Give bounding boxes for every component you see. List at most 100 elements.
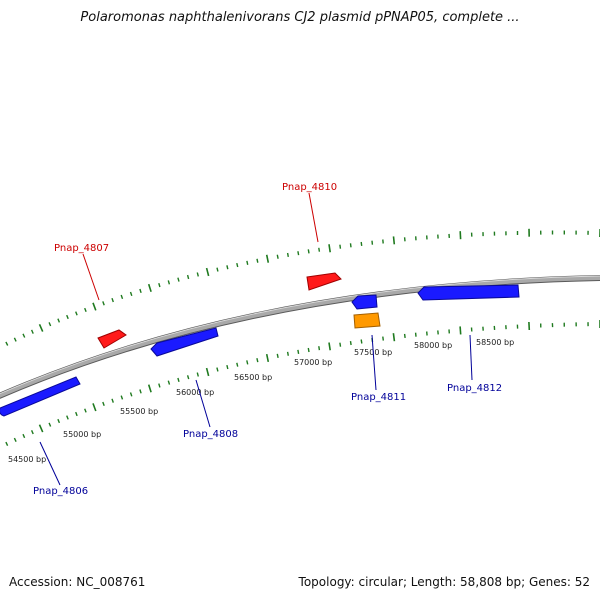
leader-line-pnap-4808 <box>195 379 211 428</box>
minor-tick <box>226 265 229 270</box>
minor-tick <box>13 437 17 442</box>
position-label: 58000 bp <box>414 341 452 350</box>
accession-text: Accession: NC_008761 <box>9 575 146 589</box>
gene-pnap-4806[interactable] <box>0 376 81 417</box>
minor-tick <box>139 389 142 394</box>
minor-tick <box>349 340 352 346</box>
minor-tick <box>236 362 239 367</box>
minor-tick <box>84 307 87 313</box>
gene-pnap-4811[interactable] <box>351 294 378 310</box>
minor-tick <box>196 372 199 377</box>
position-label: 55500 bp <box>120 407 158 416</box>
outer-tick-ring <box>5 228 600 346</box>
major-tick <box>392 236 396 245</box>
gene-pnap-4810[interactable] <box>306 272 342 291</box>
backbone-arc <box>0 276 600 398</box>
inner-tick-ring <box>5 320 600 446</box>
minor-tick <box>66 314 69 320</box>
major-tick <box>92 302 97 311</box>
minor-tick <box>246 360 249 365</box>
minor-tick <box>186 375 190 380</box>
minor-tick <box>22 433 26 439</box>
minor-tick <box>226 364 229 370</box>
minor-tick <box>360 339 363 344</box>
minor-tick <box>216 267 219 272</box>
gene-label-pnap-4806[interactable]: Pnap_4806 <box>33 486 88 497</box>
minor-tick <box>318 346 321 351</box>
backbone-highlight <box>0 275 600 395</box>
minor-tick <box>276 254 279 259</box>
minor-tick <box>30 329 34 334</box>
minor-tick <box>22 333 26 338</box>
minor-tick <box>360 241 363 246</box>
minor-tick <box>158 383 161 388</box>
minor-tick <box>167 380 171 385</box>
major-tick <box>205 267 210 277</box>
minor-tick <box>318 247 321 252</box>
minor-tick <box>13 337 17 342</box>
minor-tick <box>84 408 87 413</box>
gene-label-pnap-4807[interactable]: Pnap_4807 <box>54 243 109 254</box>
major-tick <box>328 244 331 253</box>
minor-tick <box>297 349 300 355</box>
gene-label-pnap-4810[interactable]: Pnap_4810 <box>282 182 337 193</box>
minor-tick <box>307 249 310 254</box>
major-tick <box>328 342 331 351</box>
major-tick <box>147 283 152 293</box>
minor-tick <box>57 318 61 323</box>
minor-tick <box>339 244 342 249</box>
major-tick <box>38 323 44 332</box>
minor-tick <box>382 336 384 341</box>
minor-tick <box>66 415 69 420</box>
gene-label-pnap-4811[interactable]: Pnap_4811 <box>351 392 406 403</box>
minor-tick <box>177 277 180 282</box>
position-label: 56500 bp <box>234 373 272 382</box>
minor-tick <box>167 280 171 285</box>
position-label: 57000 bp <box>294 358 332 367</box>
minor-tick <box>246 260 249 265</box>
minor-tick <box>120 294 124 300</box>
minor-tick <box>196 272 199 277</box>
gene-pnap-4812[interactable] <box>417 284 520 301</box>
minor-tick <box>403 333 406 338</box>
major-tick <box>38 424 44 433</box>
position-label: 56000 bp <box>176 388 214 397</box>
gene-orange[interactable] <box>353 312 381 329</box>
minor-tick <box>111 398 114 403</box>
minor-tick <box>286 252 289 258</box>
minor-tick <box>102 301 105 306</box>
minor-tick <box>111 297 114 303</box>
major-tick <box>147 384 152 393</box>
leader-line-pnap-4810 <box>308 192 319 243</box>
gene-pnap-4808[interactable] <box>150 327 219 357</box>
major-tick <box>92 403 97 412</box>
map-title: Polaromonas naphthalenivorans CJ2 plasmi… <box>80 10 520 25</box>
major-tick <box>392 333 396 342</box>
minor-tick <box>256 258 259 263</box>
minor-tick <box>5 441 9 446</box>
minor-tick <box>177 377 180 382</box>
leader-line-pnap-4806 <box>39 441 61 486</box>
major-tick <box>265 353 270 363</box>
position-label: 55000 bp <box>63 430 101 439</box>
minor-tick <box>5 341 9 346</box>
minor-tick <box>57 418 61 424</box>
minor-tick <box>339 342 342 347</box>
minor-tick <box>75 311 78 316</box>
minor-tick <box>276 353 279 359</box>
gene-label-pnap-4808[interactable]: Pnap_4808 <box>183 429 238 440</box>
leader-line-pnap-4807 <box>82 253 100 301</box>
minor-tick <box>48 322 52 327</box>
gene-label-pnap-4812[interactable]: Pnap_4812 <box>447 383 502 394</box>
minor-tick <box>349 243 352 248</box>
minor-tick <box>297 251 300 256</box>
position-label: 58500 bp <box>476 338 514 347</box>
minor-tick <box>286 351 289 356</box>
minor-tick <box>129 291 133 297</box>
minor-tick <box>216 367 219 372</box>
major-tick <box>265 254 270 263</box>
minor-tick <box>307 347 310 353</box>
gene-pnap-4807[interactable] <box>97 329 127 349</box>
minor-tick <box>75 411 78 417</box>
minor-tick <box>120 395 124 400</box>
